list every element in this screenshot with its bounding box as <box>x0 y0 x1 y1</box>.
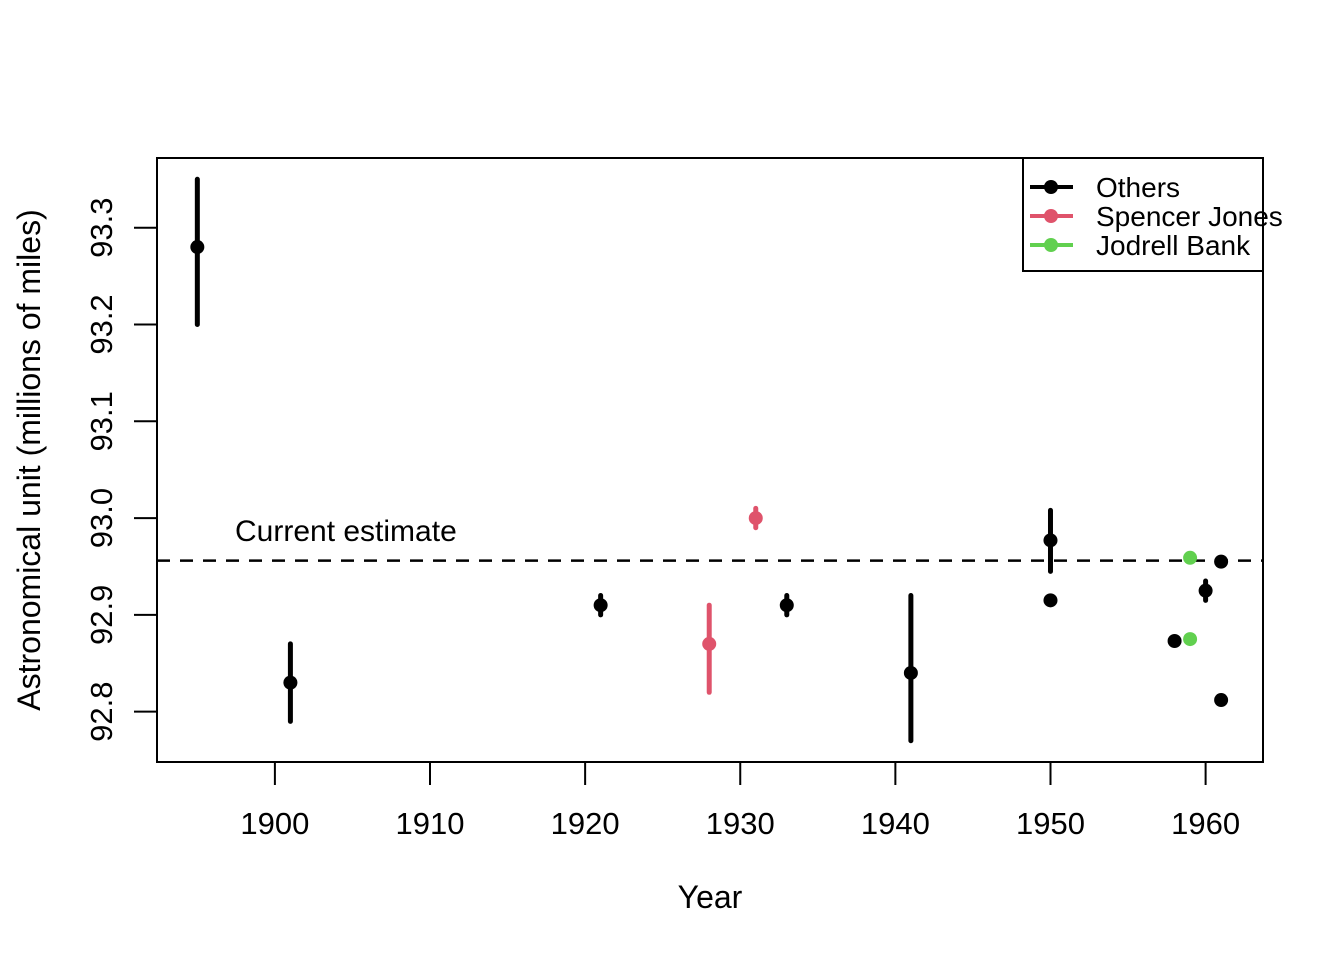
current-estimate-label: Current estimate <box>235 515 457 548</box>
y-axis-title: Astronomical unit (millions of miles) <box>11 209 47 710</box>
x-axis-title: Year <box>678 879 743 915</box>
legend-label: Others <box>1096 172 1180 203</box>
data-point <box>1183 632 1198 647</box>
data-point <box>702 636 717 651</box>
data-point <box>1214 554 1229 569</box>
y-tick-label: 93.3 <box>84 198 119 258</box>
x-tick-label: 1960 <box>1171 806 1240 841</box>
legend-dot <box>1044 209 1058 223</box>
data-point <box>190 240 205 255</box>
legend-dot <box>1044 180 1058 194</box>
y-tick-label: 93.1 <box>84 391 119 451</box>
data-point <box>1043 593 1058 608</box>
plot-border <box>156 157 1264 763</box>
data-point <box>593 598 608 613</box>
y-tick-label: 92.9 <box>84 585 119 645</box>
x-tick-label: 1930 <box>706 806 775 841</box>
x-tick-label: 1910 <box>396 806 465 841</box>
legend-label: Jodrell Bank <box>1096 230 1251 261</box>
x-tick-label: 1900 <box>240 806 309 841</box>
data-point <box>1167 634 1182 649</box>
data-point <box>1214 693 1229 708</box>
data-point <box>1043 533 1058 548</box>
data-point <box>903 665 918 680</box>
data-point <box>1183 550 1198 565</box>
x-tick-label: 1920 <box>551 806 620 841</box>
y-tick-label: 92.8 <box>84 681 119 741</box>
legend-label: Spencer Jones <box>1096 201 1283 232</box>
legend-dot <box>1044 238 1058 252</box>
y-tick-label: 93.2 <box>84 294 119 354</box>
y-tick-label: 93.0 <box>84 488 119 548</box>
data-point <box>1198 583 1213 598</box>
data-point <box>283 675 298 690</box>
x-tick-label: 1950 <box>1016 806 1085 841</box>
data-point <box>779 598 794 613</box>
x-tick-label: 1940 <box>861 806 930 841</box>
data-point <box>748 511 763 526</box>
